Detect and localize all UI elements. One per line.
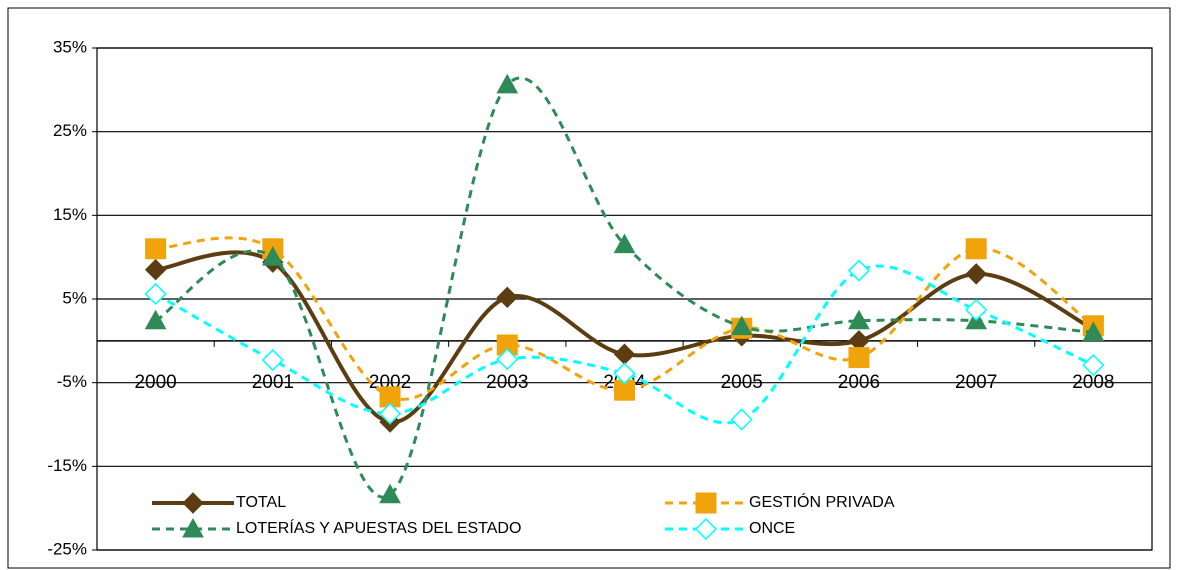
marker	[261, 246, 284, 266]
marker	[848, 309, 870, 330]
marker	[613, 343, 636, 365]
legend-entry: GESTIÓN PRIVADA	[665, 492, 895, 514]
marker	[145, 238, 167, 260]
series	[144, 73, 1105, 504]
marker	[1082, 321, 1105, 341]
legend-label: ONCE	[749, 520, 795, 537]
marker	[261, 349, 284, 372]
marker	[378, 402, 402, 425]
marker	[182, 492, 204, 514]
marker	[144, 309, 167, 330]
marker	[496, 348, 519, 371]
x-tick-label: 2002	[369, 372, 411, 393]
chart-frame	[7, 7, 1171, 569]
y-tick-label: -15%	[47, 456, 87, 475]
y-tick-label: 5%	[62, 288, 87, 307]
marker	[965, 263, 987, 285]
series	[145, 236, 1104, 408]
x-tick-label: 2000	[134, 372, 176, 393]
x-tick-label: 2005	[721, 372, 763, 393]
x-tick-label: 2008	[1072, 372, 1114, 393]
marker	[613, 362, 636, 385]
x-tick-label: 2006	[838, 372, 880, 393]
plot-border	[96, 47, 1153, 551]
y-tick-label: -5%	[57, 372, 87, 391]
marker	[965, 238, 987, 260]
marker	[182, 517, 204, 538]
marker	[613, 233, 636, 254]
marker	[730, 408, 753, 431]
series-line	[155, 250, 1095, 425]
x-tick-label: 2003	[486, 372, 528, 393]
y-tick-label: 25%	[53, 121, 87, 140]
legend-label: LOTERÍAS Y APUESTAS DEL ESTADO	[236, 518, 521, 537]
marker	[496, 73, 519, 94]
marker	[1082, 354, 1105, 377]
marker	[695, 492, 717, 514]
marker	[965, 298, 988, 321]
legend-entry: TOTAL	[152, 492, 286, 514]
y-tick-label: 35%	[53, 37, 87, 56]
x-tick-label: 2001	[252, 372, 294, 393]
marker	[144, 282, 167, 306]
marker	[730, 315, 753, 336]
marker	[848, 347, 870, 369]
legend-label: TOTAL	[236, 494, 286, 511]
legend-entry: LOTERÍAS Y APUESTAS DEL ESTADO	[152, 517, 521, 538]
marker	[379, 483, 401, 504]
series	[144, 259, 1105, 431]
marker	[144, 259, 167, 281]
y-tick-label: 15%	[53, 205, 87, 224]
x-tick-label: 2007	[955, 372, 997, 393]
marker	[694, 517, 718, 541]
marker	[847, 259, 871, 282]
legend-label: GESTIÓN PRIVADA	[749, 492, 895, 511]
marker	[496, 286, 518, 309]
y-tick-label: -25%	[47, 539, 87, 558]
legend-entry: ONCE	[665, 517, 795, 541]
